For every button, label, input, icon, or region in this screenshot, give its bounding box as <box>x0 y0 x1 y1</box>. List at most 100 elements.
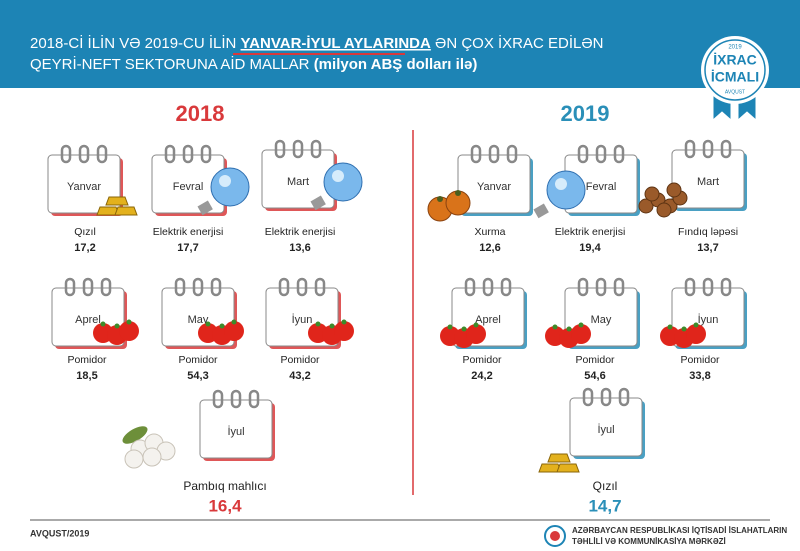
tomato-stem <box>315 321 321 327</box>
year-heading: 2019 <box>561 101 610 126</box>
calendar-ring <box>684 139 696 159</box>
calendar-ring <box>500 277 512 297</box>
calendar <box>47 154 121 214</box>
tomato <box>334 321 354 341</box>
calendar-ring <box>212 389 224 409</box>
calendar-ring <box>482 277 494 297</box>
product-name: Qızıl <box>74 226 96 238</box>
calendar-ring <box>684 277 696 297</box>
calendar-month: Fevral <box>173 181 204 193</box>
product-icon <box>533 170 586 219</box>
calendar-ring <box>600 387 612 407</box>
calendar-month: İyul <box>227 425 244 438</box>
product-name: Pomidor <box>67 354 107 366</box>
product-value: 12,6 <box>479 242 500 254</box>
tomato-stem <box>341 319 347 325</box>
product-value: 54,6 <box>584 370 605 382</box>
calendar-ring <box>182 144 194 164</box>
header-subtitle: QEYRİ-NEFT SEKTORUNA AİD MALLAR (milyon … <box>30 55 477 73</box>
gold-bar <box>556 463 580 473</box>
calendar-month: May <box>591 314 612 326</box>
product-name: Qızıl <box>593 479 618 493</box>
hazelnut <box>644 186 660 202</box>
calendar-ring <box>100 277 112 297</box>
product-name: Elektrik enerjisi <box>555 226 626 238</box>
product-value: 13,6 <box>289 242 310 254</box>
tomato-stem <box>681 326 687 332</box>
calendar-ring <box>720 277 732 297</box>
bulb-glass <box>323 162 363 202</box>
product-name: Fındıq ləpəsi <box>678 226 738 238</box>
tomato <box>119 321 139 341</box>
calendar-month: İyun <box>292 313 313 326</box>
tomato-stem <box>126 319 132 325</box>
tomato-stem <box>473 322 479 328</box>
title-part: ƏN ÇOX İXRAC EDİLƏN <box>431 34 604 52</box>
calendar-ring <box>164 144 176 164</box>
hazelnut <box>666 182 682 198</box>
product-value: 13,7 <box>697 242 718 254</box>
product-name: Pomidor <box>178 354 218 366</box>
bulb-shine <box>219 175 231 187</box>
persimmon-top <box>437 196 443 202</box>
bulb-base <box>197 200 213 216</box>
calendar <box>569 397 643 457</box>
tomato-stem <box>693 322 699 328</box>
calendar-ring <box>296 277 308 297</box>
product-value: 43,2 <box>289 370 310 382</box>
calendar-ring <box>210 277 222 297</box>
badge-line2: İCMALI <box>711 69 759 85</box>
gold-bar <box>114 206 138 216</box>
product-icon <box>197 167 250 216</box>
calendar-ring <box>582 387 594 407</box>
product-icon <box>93 319 139 345</box>
badge-ring <box>704 39 766 101</box>
calendar-ring <box>613 144 625 164</box>
product-value: 33,8 <box>689 370 710 382</box>
calendar-ring <box>577 144 589 164</box>
product-icon <box>198 319 244 345</box>
product-value: 17,7 <box>177 242 198 254</box>
tomato <box>224 321 244 341</box>
product-icon <box>427 190 471 222</box>
footer-date: AVQUST/2019 <box>30 528 89 538</box>
product-name: Elektrik enerjisi <box>153 226 224 238</box>
calendar-ring <box>595 277 607 297</box>
product-name: Pomidor <box>462 354 502 366</box>
product-name: Pomidor <box>575 354 615 366</box>
badge: 2019 İXRAC İCMALI AVQUST <box>701 36 769 122</box>
calendar-ring <box>274 139 286 159</box>
tomato-stem <box>219 323 225 329</box>
tomato-stem <box>578 322 584 328</box>
calendar <box>457 154 531 214</box>
cotton-leaf <box>122 426 148 444</box>
tomato-stem <box>461 326 467 332</box>
year-heading: 2018 <box>176 101 225 126</box>
subtitle-bold: (milyon ABŞ dolları ilə) <box>314 56 478 73</box>
product-icon <box>310 162 363 211</box>
product-value: 24,2 <box>471 370 492 382</box>
calendar-ring <box>230 389 242 409</box>
tomato <box>466 324 486 344</box>
calendar-ring <box>720 139 732 159</box>
calendar-ring <box>292 139 304 159</box>
calendar-month: İyul <box>597 423 614 436</box>
calendar-ring <box>310 139 322 159</box>
org-name: AZƏRBAYCAN RESPUBLİKASI İQTİSADİ İSLAHAT… <box>572 526 787 535</box>
persimmon-top <box>455 190 461 196</box>
product-icon <box>122 426 176 469</box>
product-name: Pomidor <box>280 354 320 366</box>
product-value: 16,4 <box>208 496 242 515</box>
calendar-ring <box>506 144 518 164</box>
title-part: 2018-Cİ İLİN VƏ 2019-CU İLİN <box>30 34 241 52</box>
cotton-boll <box>124 449 144 469</box>
calendar-ring <box>314 277 326 297</box>
tomato-stem <box>231 319 237 325</box>
calendar-ring <box>470 144 482 164</box>
bulb-shine <box>555 178 567 190</box>
product-value: 54,3 <box>187 370 208 382</box>
product-icon <box>308 319 354 345</box>
tomato-stem <box>100 321 106 327</box>
product-value: 14,7 <box>588 496 621 515</box>
calendar-month: Yanvar <box>477 181 511 193</box>
